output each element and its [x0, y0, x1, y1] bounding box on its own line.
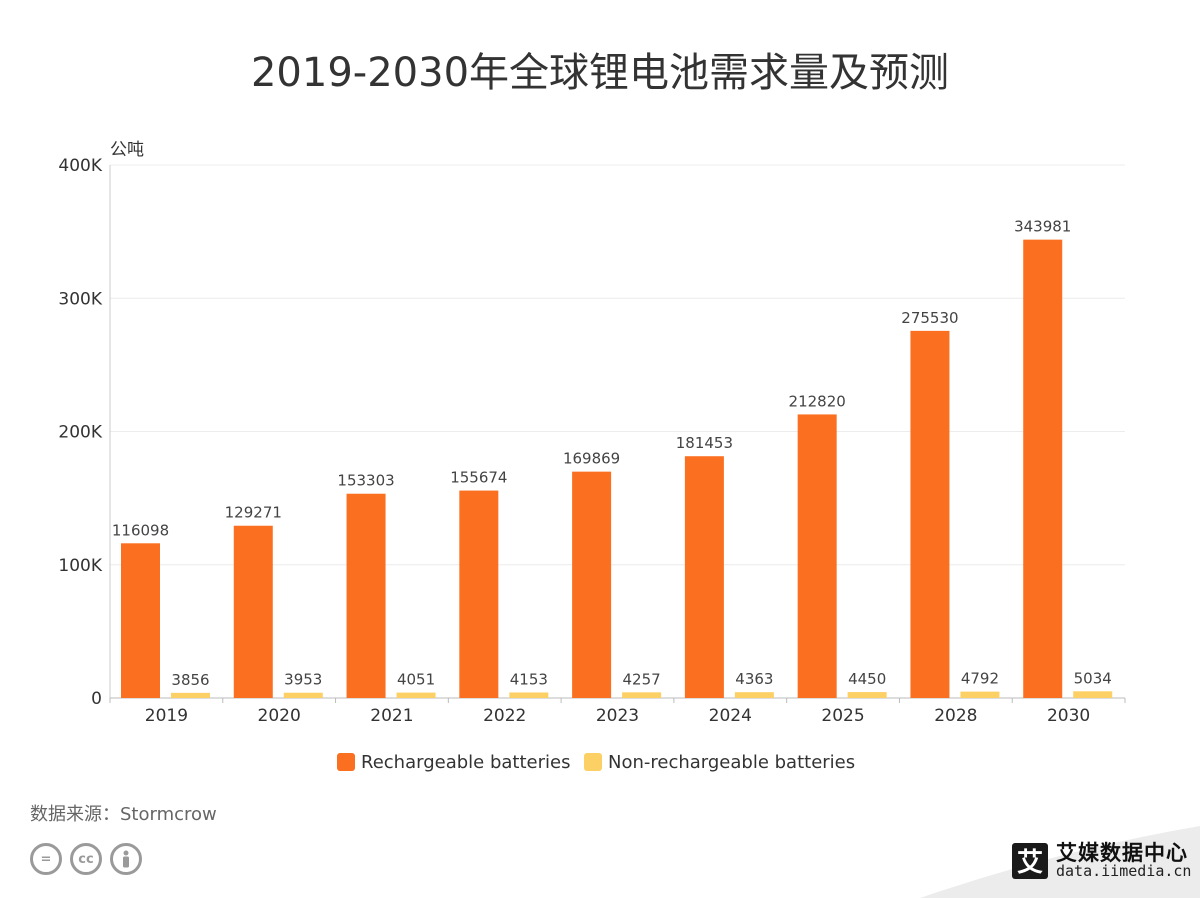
- bar-rechargeable: [572, 471, 612, 698]
- bar-rechargeable: [233, 525, 273, 698]
- data-label: 4363: [735, 670, 773, 688]
- y-tick-label: 200K: [58, 423, 102, 443]
- legend-label: Non-rechargeable batteries: [608, 752, 855, 773]
- bar-rechargeable: [797, 414, 837, 698]
- bar-non-rechargeable: [960, 691, 1000, 698]
- bar-non-rechargeable: [396, 692, 436, 698]
- bar-rechargeable: [684, 456, 724, 698]
- bar-non-rechargeable: [171, 692, 210, 698]
- y-tick-label: 0: [91, 689, 102, 709]
- data-label: 4051: [397, 671, 435, 689]
- data-label: 3856: [171, 671, 209, 689]
- data-label: 116098: [112, 521, 169, 539]
- license-icons: = cc: [30, 843, 142, 875]
- bar-rechargeable: [1023, 239, 1063, 698]
- bar-rechargeable: [346, 493, 386, 698]
- bar-rechargeable: [121, 543, 160, 698]
- bar-non-rechargeable: [283, 692, 323, 698]
- data-label: 155674: [450, 469, 507, 487]
- x-tick-label: 2020: [258, 706, 301, 726]
- chart-title: 2019-2030年全球锂电池需求量及预测: [250, 50, 950, 96]
- brand-name: 艾媒数据中心: [1056, 841, 1188, 865]
- x-tick-label: 2021: [370, 706, 413, 726]
- x-tick-label: 2019: [145, 706, 188, 726]
- y-tick-label: 100K: [58, 556, 102, 576]
- y-axis-unit: 公吨: [110, 140, 144, 160]
- brand-block: 艾 艾媒数据中心 data.iimedia.cn: [1012, 842, 1191, 880]
- bar-non-rechargeable: [734, 692, 774, 698]
- data-label: 275530: [901, 309, 958, 327]
- bar-non-rechargeable: [847, 692, 887, 698]
- data-label: 169869: [563, 450, 620, 468]
- bar-rechargeable: [910, 330, 950, 698]
- bar-non-rechargeable: [1073, 691, 1113, 698]
- legend-swatch-rechargeable: [337, 753, 355, 771]
- x-tick-label: 2023: [596, 706, 639, 726]
- data-label: 212820: [789, 392, 846, 410]
- x-tick-label: 2025: [821, 706, 864, 726]
- data-label: 181453: [676, 434, 733, 452]
- data-label: 4792: [961, 670, 999, 688]
- x-tick-label: 2030: [1047, 706, 1090, 726]
- equal-icon: =: [30, 843, 62, 875]
- bar-rechargeable: [459, 490, 499, 698]
- brand-url: data.iimedia.cn: [1056, 862, 1192, 881]
- x-tick-label: 2024: [709, 706, 752, 726]
- data-label: 129271: [225, 504, 282, 522]
- data-label: 153303: [337, 472, 394, 490]
- data-label: 343981: [1014, 218, 1071, 236]
- bar-non-rechargeable: [622, 692, 662, 698]
- cc-icon: cc: [70, 843, 102, 875]
- data-label: 4257: [623, 670, 661, 688]
- x-tick-label: 2028: [934, 706, 977, 726]
- x-tick-label: 2022: [483, 706, 526, 726]
- brand-logo: 艾: [1012, 842, 1048, 879]
- legend-swatch-non-rechargeable: [584, 753, 602, 771]
- y-tick-label: 400K: [58, 156, 102, 176]
- data-label: 5034: [1074, 669, 1112, 687]
- y-tick-label: 300K: [58, 289, 102, 309]
- legend-label: Rechargeable batteries: [361, 752, 570, 773]
- bar-non-rechargeable: [509, 692, 549, 698]
- data-label: 3953: [284, 671, 322, 689]
- data-label: 4153: [510, 670, 548, 688]
- data-label: 4450: [848, 670, 886, 688]
- data-source: 数据来源：Stormcrow: [30, 804, 217, 825]
- person-icon: [110, 843, 142, 875]
